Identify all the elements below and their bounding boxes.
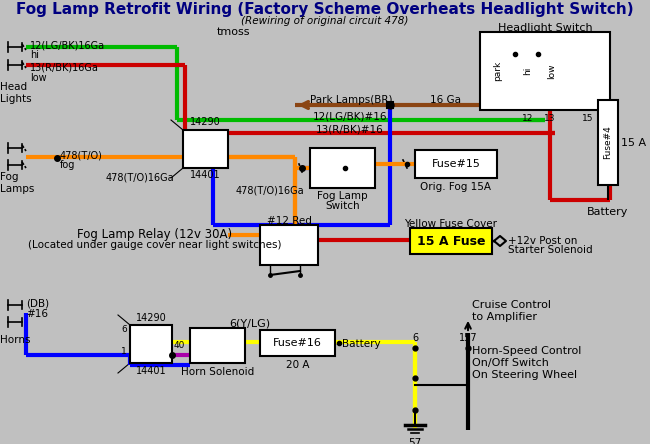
Text: 16 Ga: 16 Ga <box>430 95 461 105</box>
Text: low: low <box>30 73 47 83</box>
Text: Switch: Switch <box>325 201 360 211</box>
Text: 12(LG/BK)16Ga: 12(LG/BK)16Ga <box>30 40 105 50</box>
Text: On Steering Wheel: On Steering Wheel <box>472 370 577 380</box>
Text: 20 A: 20 A <box>286 360 309 370</box>
Text: Fog Lamp Relay (12v 30A): Fog Lamp Relay (12v 30A) <box>77 228 233 241</box>
Text: Fog
Lamps: Fog Lamps <box>0 172 34 194</box>
Text: 14401: 14401 <box>190 170 221 180</box>
Bar <box>480 32 610 110</box>
Text: Yellow Fuse Cover: Yellow Fuse Cover <box>404 219 497 229</box>
Text: 12(LG/BK)#16: 12(LG/BK)#16 <box>313 111 387 121</box>
Text: +12v Post on: +12v Post on <box>508 236 577 246</box>
Bar <box>260 330 335 356</box>
Text: hi: hi <box>30 50 39 60</box>
Bar <box>310 148 375 188</box>
Text: Battery: Battery <box>342 339 381 349</box>
Text: tmoss: tmoss <box>216 27 250 37</box>
Text: Horns: Horns <box>0 335 31 345</box>
Text: low: low <box>547 63 556 79</box>
Text: #12 Red: #12 Red <box>266 216 311 226</box>
Text: park: park <box>493 61 502 81</box>
Text: 15: 15 <box>582 114 593 123</box>
Text: 13: 13 <box>544 114 556 123</box>
Text: 157: 157 <box>459 333 477 343</box>
Text: Horn Solenoid: Horn Solenoid <box>181 367 254 377</box>
Bar <box>387 102 393 108</box>
Text: Park Lamps(BR): Park Lamps(BR) <box>310 95 393 105</box>
Text: Headlight Switch: Headlight Switch <box>498 23 592 33</box>
Text: Head
Lights: Head Lights <box>0 82 32 103</box>
Text: Battery: Battery <box>588 207 629 217</box>
Text: 13(R/BK)16Ga: 13(R/BK)16Ga <box>30 63 99 73</box>
Text: (Located under gauge cover near light switches): (Located under gauge cover near light sw… <box>28 240 281 250</box>
Text: 15 A: 15 A <box>621 138 646 147</box>
Text: Fog Lamp: Fog Lamp <box>317 191 368 201</box>
Text: Starter Solenoid: Starter Solenoid <box>508 245 593 255</box>
Bar <box>183 130 228 168</box>
Text: Orig. Fog 15A: Orig. Fog 15A <box>421 182 491 192</box>
Text: 40: 40 <box>174 341 185 350</box>
Text: fog: fog <box>60 160 75 170</box>
Text: #16: #16 <box>26 309 48 319</box>
Bar <box>598 100 618 185</box>
Text: 6: 6 <box>122 325 127 334</box>
Text: Horn-Speed Control: Horn-Speed Control <box>472 346 581 356</box>
Text: 1: 1 <box>122 347 127 356</box>
Text: 6(Y/LG): 6(Y/LG) <box>229 318 270 328</box>
Text: 14290: 14290 <box>190 117 221 127</box>
Text: (Rewiring of original circuit 478): (Rewiring of original circuit 478) <box>241 16 409 26</box>
Text: 14401: 14401 <box>136 366 166 376</box>
Bar <box>260 225 318 265</box>
Text: (DB): (DB) <box>26 298 49 308</box>
Bar <box>130 325 172 363</box>
Bar <box>190 328 245 363</box>
Text: 15 A Fuse: 15 A Fuse <box>417 234 486 247</box>
Bar <box>410 228 492 254</box>
Text: hi: hi <box>523 67 532 75</box>
Text: 478(T/O)16Ga: 478(T/O)16Ga <box>106 172 174 182</box>
Text: to Amplifier: to Amplifier <box>472 312 537 322</box>
Text: Cruise Control: Cruise Control <box>472 300 551 310</box>
Text: 14290: 14290 <box>136 313 166 323</box>
Text: 478(T/O)16Ga: 478(T/O)16Ga <box>236 185 304 195</box>
Text: On/Off Switch: On/Off Switch <box>472 358 549 368</box>
Text: 6: 6 <box>412 333 418 343</box>
Bar <box>415 150 497 178</box>
Text: Fuse#15: Fuse#15 <box>432 159 480 169</box>
Text: Fuse#4: Fuse#4 <box>603 126 612 159</box>
Text: 478(T/O): 478(T/O) <box>60 150 103 160</box>
Text: 13(R/BK)#16: 13(R/BK)#16 <box>316 124 384 134</box>
Text: 57: 57 <box>408 438 422 444</box>
Text: 12: 12 <box>523 114 534 123</box>
Text: Fog Lamp Retrofit Wiring (Factory Scheme Overheats Headlight Switch): Fog Lamp Retrofit Wiring (Factory Scheme… <box>16 2 634 17</box>
Text: Fuse#16: Fuse#16 <box>273 338 322 348</box>
